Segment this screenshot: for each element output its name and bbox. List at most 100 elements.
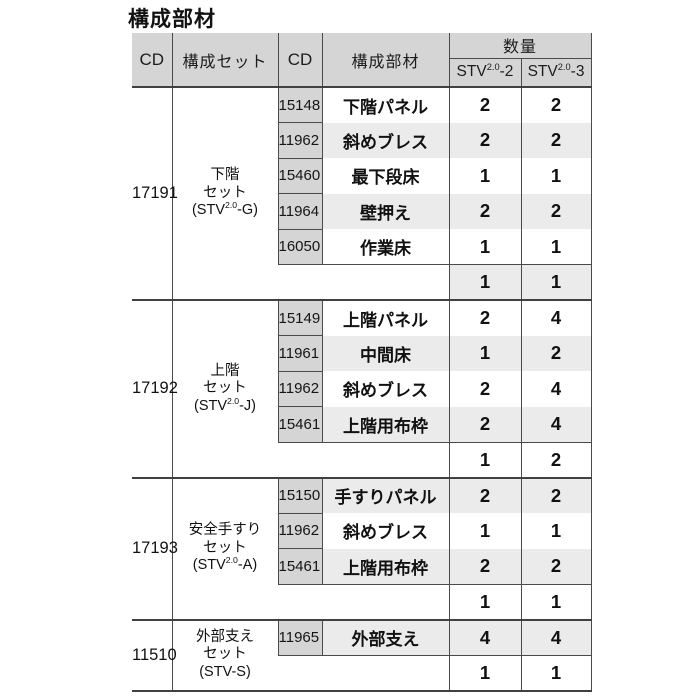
part-name-cell: 外部支え	[322, 619, 449, 656]
set-qty-cell: 1	[448, 264, 522, 301]
set-qty-cell: 1	[521, 654, 592, 692]
part-cd-cell: 16050	[277, 229, 323, 265]
set-name-line: セット	[203, 539, 247, 556]
part-row: 11962 斜めブレス 1 1	[132, 513, 592, 549]
set-spacer-cell	[278, 442, 449, 479]
set-name-line: 下階	[210, 167, 240, 184]
set-model-line: (STV2.0-A)	[192, 555, 258, 574]
qty-cell: 2	[448, 548, 522, 585]
parts-table: CD 構成セット CD 構成部材 数量 STV2.0-2 STV2.0-3 17…	[132, 33, 592, 692]
set-qty-cell: 1	[448, 654, 522, 692]
qty-cell: 1	[448, 158, 522, 194]
outer-cd-cell: 17192	[132, 300, 178, 479]
qty-cell: 4	[521, 371, 592, 407]
part-name-cell: 上階用布枠	[322, 548, 449, 585]
qty-cell: 2	[521, 87, 592, 123]
superscript: 2.0	[486, 62, 500, 73]
set-name-line: 外部支え	[196, 628, 254, 645]
part-name-cell: 上階パネル	[322, 300, 449, 336]
set-model-line: (STV2.0-G)	[191, 200, 259, 219]
qty-cell: 4	[521, 406, 592, 443]
qty-cell: 1	[521, 229, 592, 265]
qty-cell: 2	[448, 122, 522, 158]
qty-cell: 1	[448, 229, 522, 265]
qty-cell: 2	[448, 300, 522, 336]
part-name-cell: 斜めブレス	[322, 371, 449, 407]
part-cd-cell: 15461	[277, 548, 323, 585]
qty-cell: 1	[448, 335, 522, 371]
set-name-line: 安全手すり	[188, 522, 262, 539]
qty-cell: 2	[448, 406, 522, 443]
stv-suffix: -3	[570, 63, 585, 81]
stv-label: STV	[527, 63, 558, 81]
part-cd-cell: 15148	[277, 87, 323, 123]
part-row: 17191 下階 セット (STV2.0-G) 15148 下階パネル 2 2	[132, 87, 592, 301]
outer-cd-cell: 17193	[132, 477, 178, 621]
header-row-2: STV2.0-2 STV2.0-3	[132, 58, 592, 88]
qty-cell: 2	[521, 548, 592, 585]
qty-cell: 1	[521, 513, 592, 549]
header-qty-col-stv3: STV2.0-3	[521, 58, 592, 88]
set-name-cell: 下階 セット (STV2.0-G)	[172, 87, 278, 301]
part-cd-cell: 15150	[277, 477, 323, 514]
set-model-line: (STV-S)	[199, 663, 251, 680]
qty-cell: 2	[448, 477, 522, 513]
set-qty-cell: 1	[448, 441, 522, 479]
part-cd-cell: 11962	[277, 122, 323, 159]
part-row: 15461 上階用布枠 2 4	[132, 406, 592, 443]
qty-cell: 2	[521, 193, 592, 229]
set-name-cell: 外部支え セット (STV-S)	[172, 619, 278, 692]
part-name-cell: 手すりパネル	[322, 477, 449, 513]
outer-cd-cell: 17191	[132, 87, 178, 301]
part-name-cell: 壁押え	[322, 193, 449, 229]
qty-cell: 4	[448, 619, 522, 656]
set-spacer-cell	[278, 584, 449, 621]
header-cd2: CD	[278, 33, 323, 88]
part-cd-cell: 15460	[277, 158, 323, 194]
superscript: 2.0	[225, 200, 238, 211]
header-cd: CD	[132, 33, 173, 88]
set-spacer-cell	[278, 264, 449, 301]
superscript: 2.0	[225, 555, 238, 566]
superscript: 2.0	[557, 62, 571, 73]
set-name-line: 上階	[210, 362, 240, 379]
qty-cell: 2	[448, 87, 522, 123]
part-cd-cell: 11961	[277, 335, 323, 372]
set-name-line: セット	[203, 184, 247, 201]
part-row: 11961 中間床 1 2	[132, 335, 592, 372]
set-model-line: (STV2.0-J)	[193, 395, 257, 414]
header-qty: 数量	[448, 33, 592, 59]
part-name-cell: 上階用布枠	[322, 406, 449, 443]
part-row: 17192 上階 セット (STV2.0-J) 15149 上階パネル 2 4	[132, 300, 592, 479]
superscript: 2.0	[227, 395, 240, 406]
set-name-line: セット	[203, 646, 247, 663]
qty-cell: 2	[448, 193, 522, 229]
part-name-cell: 下階パネル	[322, 87, 449, 123]
part-cd-cell: 11962	[277, 371, 323, 407]
page-title: 構成部材	[128, 8, 216, 31]
part-cd-cell: 11965	[277, 619, 323, 656]
table-body: 17191 下階 セット (STV2.0-G) 15148 下階パネル 2 2 11962 斜めブ…	[132, 87, 592, 692]
stv-suffix: -2	[499, 63, 514, 81]
set-name-cell: 安全手すり セット (STV2.0-A)	[172, 477, 278, 621]
part-name-cell: 最下段床	[322, 158, 449, 194]
part-cd-cell: 11964	[277, 193, 323, 230]
set-qty-cell: 1	[521, 583, 592, 621]
set-name-cell: 上階 セット (STV2.0-J)	[172, 300, 278, 479]
part-cd-cell: 15149	[277, 300, 323, 336]
table-header: CD 構成セット CD 構成部材 数量 STV2.0-2 STV2.0-3	[132, 33, 592, 88]
header-row-1: CD 構成セット CD 構成部材 数量	[132, 33, 592, 88]
qty-cell: 2	[521, 335, 592, 371]
qty-cell: 1	[521, 158, 592, 194]
part-row: 16050 作業床 1 1	[132, 229, 592, 265]
set-name-line: セット	[203, 380, 247, 396]
header-part: 構成部材	[322, 33, 450, 88]
set-qty-cell: 1	[448, 583, 522, 621]
qty-cell: 2	[521, 122, 592, 158]
qty-cell: 1	[448, 513, 522, 549]
part-row: 15461 上階用布枠 2 2	[132, 548, 592, 585]
